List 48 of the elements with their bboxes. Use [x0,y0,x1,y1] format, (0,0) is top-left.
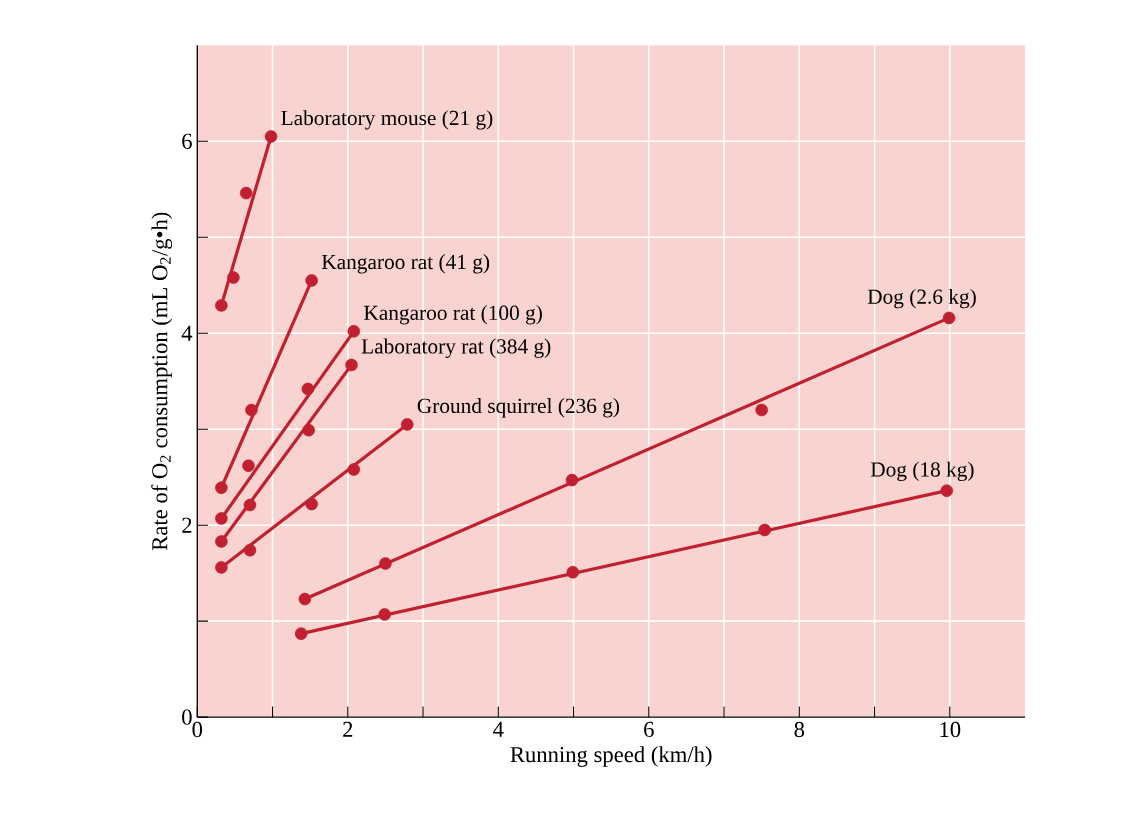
point [565,473,579,487]
point [243,543,257,557]
point [942,311,956,325]
y-tick-label: 4 [181,325,193,341]
y-tick-label: 6 [182,133,192,149]
point [379,557,392,570]
point [378,608,391,621]
x-axis-title: Running speed (km/h) [510,746,712,767]
point [298,592,312,606]
point [301,382,315,396]
point [243,498,257,512]
point [215,481,228,494]
point [294,627,308,640]
y-axis-title: Rate of O$_{2}$ consumption (mL O$_{2}$/g•h) [151,212,173,551]
point [227,271,240,284]
point [245,403,258,417]
point [758,523,771,537]
point [305,274,318,287]
point [305,497,318,511]
point [566,565,580,579]
y-tick-label: 0 [182,709,192,725]
point [239,186,253,200]
series-label: Laboratory mouse (21 g) [281,110,493,130]
point [215,299,228,312]
series-label: Dog (18 kg) [870,461,974,481]
series-label: Dog (2.6 kg) [867,288,976,309]
point [400,418,414,431]
x-tick-label: 8 [794,721,805,738]
x-tick-label: 4 [493,721,504,737]
point [215,535,228,548]
point [242,459,255,472]
series-label: Kangaroo rat (100 g) [364,304,542,325]
point [347,325,361,338]
point [302,423,315,437]
point [345,358,358,372]
point [264,130,278,143]
x-tick-label: 10 [940,721,961,738]
series-label: Laboratory rat (384 g) [361,338,551,358]
series-label: Kangaroo rat (41 g) [321,254,490,274]
y-tick-label: 2 [182,517,192,533]
point [215,561,228,574]
series-label: Ground squirrel (236 g) [417,398,620,418]
x-tick-label: 6 [644,721,654,738]
point [940,484,954,497]
point [755,403,768,417]
x-tick-label: 2 [343,721,353,737]
point [347,463,361,476]
point [215,512,228,525]
